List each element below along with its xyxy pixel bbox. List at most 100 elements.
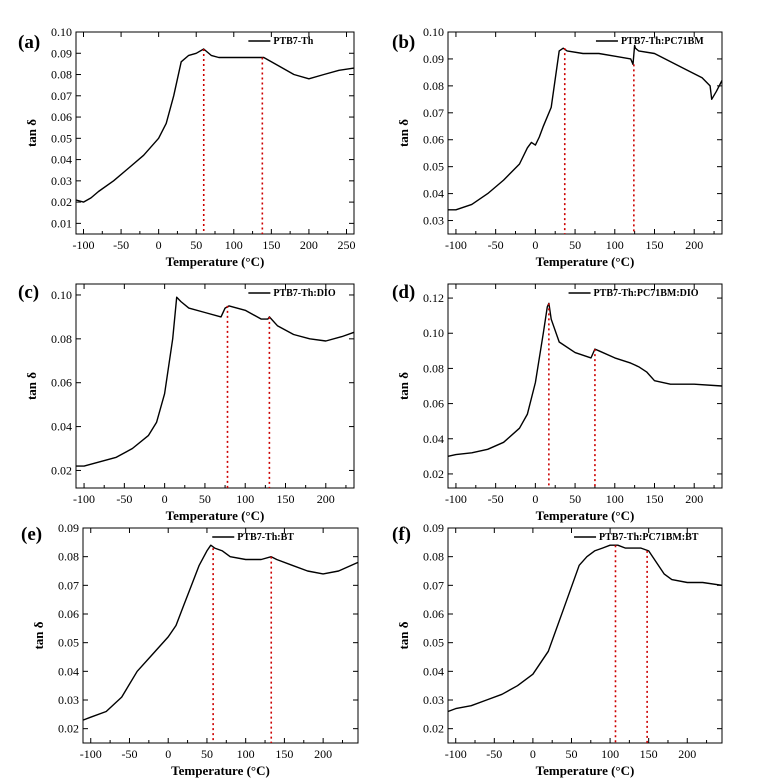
panel-a: -100 -50 0 50 100 150 200 250 0.01 0.02 0.03 0.04 0.… (18, 25, 355, 269)
plot-frame (447, 283, 723, 489)
x-tick-label: -100 (445, 747, 467, 761)
x-tick-label: -50 (488, 238, 504, 252)
y-axis-title: tan δ (396, 372, 411, 400)
y-tick-label: 0.04 (423, 187, 444, 201)
x-tick-label: -50 (488, 492, 504, 506)
y-tick-label: 0.06 (423, 397, 444, 411)
x-tick-label: 200 (317, 492, 335, 506)
series-line (447, 302, 723, 457)
panel-label: (c) (18, 282, 39, 303)
panel-b: -100 -50 0 50 100 150 200 0.03 0.04 0.05 0.06 0.07 0… (392, 25, 723, 269)
y-tick-label: 0.03 (423, 214, 444, 228)
y-tick-label: 0.05 (51, 131, 72, 145)
y-tick-label: 0.02 (51, 195, 72, 209)
x-tick-label: 50 (190, 238, 202, 252)
y-tick-label: 0.05 (423, 636, 444, 650)
x-tick-label: 0 (530, 747, 536, 761)
y-tick-label: 0.10 (51, 25, 72, 39)
x-tick-label: -50 (116, 492, 132, 506)
x-axis-title: Temperature (°C) (171, 763, 270, 778)
y-tick-label: 0.06 (51, 376, 72, 390)
x-tick-label: 50 (199, 492, 211, 506)
series-line (448, 44, 723, 211)
legend-label: PTB7-Th:DIO (273, 288, 335, 299)
x-tick-label: -100 (445, 492, 467, 506)
x-tick-label: 100 (606, 238, 624, 252)
y-tick-label: 0.06 (423, 133, 444, 147)
x-tick-label: 50 (201, 747, 213, 761)
y-tick-label: 0.04 (423, 432, 444, 446)
x-tick-label: -50 (486, 747, 502, 761)
x-axis-title: Temperature (°C) (536, 508, 635, 523)
panel-f: -100 -50 0 50 100 150 200 0.02 0.03 0.04 0.05 0.06 0… (392, 521, 723, 778)
x-tick-label: 150 (645, 238, 663, 252)
y-tick-label: 0.07 (423, 578, 444, 592)
legend-label: PTB7-Th (273, 36, 313, 47)
x-tick-label: 50 (569, 238, 581, 252)
legend-label: PTB7-Th:PC71BM (621, 36, 704, 47)
y-tick-label: 0.04 (58, 664, 79, 678)
panel-label: (b) (392, 32, 415, 53)
y-tick-label: 0.07 (58, 578, 79, 592)
legend-label: PTB7-Th:PC71BM:DIO (594, 288, 699, 299)
plot-frame (447, 31, 723, 235)
y-tick-label: 0.05 (58, 636, 79, 650)
x-tick-label: 100 (225, 238, 243, 252)
x-tick-label: 0 (162, 492, 168, 506)
y-tick-label: 0.08 (51, 68, 72, 82)
series-line (447, 544, 723, 713)
y-tick-label: 0.09 (51, 46, 72, 60)
y-tick-label: 0.12 (423, 291, 444, 305)
y-tick-label: 0.02 (51, 463, 72, 477)
x-tick-label: 150 (645, 492, 663, 506)
x-axis-title: Temperature (°C) (536, 254, 635, 269)
panel-c: -100 -50 0 50 100 150 200 0.02 0.04 0.06 0.08 0.10 T… (18, 282, 355, 523)
x-tick-label: 150 (640, 747, 658, 761)
y-axis-title: tan δ (396, 621, 411, 649)
legend-label: PTB7-Th:BT (237, 532, 294, 543)
y-tick-label: 0.10 (51, 288, 72, 302)
plot-frame (447, 527, 723, 744)
plot-frame (75, 283, 355, 489)
x-tick-label: 50 (569, 492, 581, 506)
panel-label: (d) (392, 282, 415, 303)
x-tick-label: 200 (300, 238, 318, 252)
x-tick-label: -50 (113, 238, 129, 252)
x-tick-label: 0 (532, 238, 538, 252)
y-tick-label: 0.08 (51, 332, 72, 346)
y-axis-title: tan δ (24, 372, 39, 400)
y-tick-label: 0.02 (58, 722, 79, 736)
series-line (82, 544, 359, 721)
x-tick-label: -100 (73, 238, 95, 252)
x-tick-label: -100 (80, 747, 102, 761)
y-tick-label: 0.04 (51, 153, 72, 167)
x-tick-label: 150 (262, 238, 280, 252)
x-tick-label: 0 (156, 238, 162, 252)
x-tick-label: 0 (532, 492, 538, 506)
panel-d: -100 -50 0 50 100 150 200 0.02 0.04 0.06 0.08 0.10 0… (392, 282, 723, 523)
y-tick-label: 0.06 (58, 607, 79, 621)
y-tick-label: 0.08 (58, 550, 79, 564)
y-tick-label: 0.07 (51, 89, 72, 103)
x-axis-title: Temperature (°C) (166, 254, 265, 269)
y-tick-label: 0.09 (58, 521, 79, 535)
y-axis-title: tan δ (24, 119, 39, 147)
x-tick-label: 200 (678, 747, 696, 761)
y-tick-label: 0.05 (423, 160, 444, 174)
y-tick-label: 0.09 (423, 521, 444, 535)
panel-e: -100 -50 0 50 100 150 200 0.02 0.03 0.04 0.05 0.06 0… (21, 521, 359, 778)
y-tick-label: 0.08 (423, 79, 444, 93)
y-tick-label: 0.09 (423, 52, 444, 66)
x-tick-label: -100 (73, 492, 95, 506)
y-tick-label: 0.03 (58, 693, 79, 707)
y-tick-label: 0.10 (423, 326, 444, 340)
series-line (75, 48, 355, 203)
y-tick-label: 0.08 (423, 550, 444, 564)
y-axis-title: tan δ (31, 621, 46, 649)
y-tick-label: 0.01 (51, 216, 72, 230)
x-tick-label: 100 (601, 747, 619, 761)
x-tick-label: 150 (275, 747, 293, 761)
series-line (76, 296, 355, 467)
plot-frame (75, 31, 355, 235)
legend-label: PTB7-Th:PC71BM:BT (599, 532, 699, 543)
